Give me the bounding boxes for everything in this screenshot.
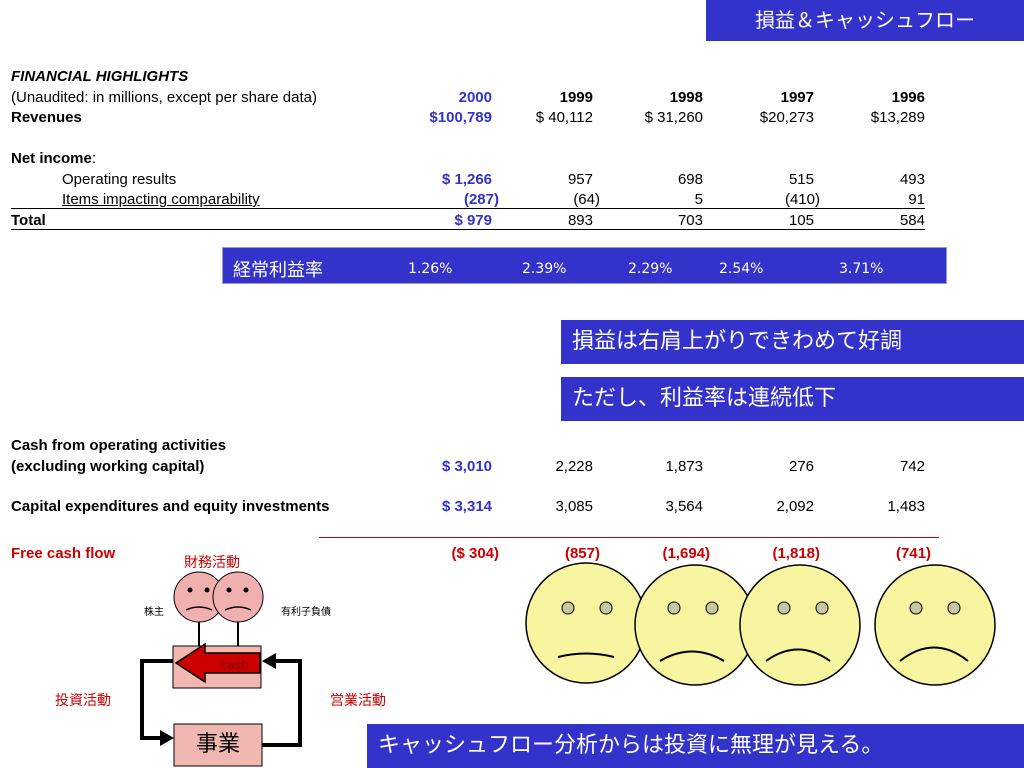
fcf-1996: (741) [895,545,931,562]
business-box [173,723,263,767]
capex-row: Capital expenditures and equity investme… [0,498,1024,516]
highlights-subtitle: (Unaudited: in millions, except per shar… [11,89,317,106]
year-1997: 1997 [780,89,814,106]
items-1997: (410) [784,191,820,208]
fcf-1997: (1,818) [772,545,820,562]
fcf-1998: (1,694) [662,545,710,562]
operating-1998: 698 [677,171,703,188]
callout-margin-down: ただし、利益率は連続低下 [561,377,1024,421]
callout-profit-up-text: 損益は右肩上がりできわめて好調 [572,329,903,354]
net-income-label: Net income: [11,150,96,168]
sad-face-icon [739,564,861,686]
revenues-1997: $20,273 [759,109,814,126]
year-header-row: 2000 1999 1998 1997 1996 [0,89,1024,107]
year-2000: 2000 [458,89,492,106]
ops-2000: $ 3,010 [441,458,492,475]
operating-label: 営業活動 [330,693,386,709]
cash-box-label: cash [221,657,249,672]
ops-label-1: Cash from operating activities [11,437,227,454]
callout-profit-up: 損益は右肩上がりできわめて好調 [561,320,1024,364]
margin-2000: 1.26% [408,261,453,277]
sad-face-icon [874,564,996,686]
total-1997: 105 [788,212,814,229]
fcf-label: Free cash flow [11,545,116,562]
cash-outflow-arrow-icon [174,642,261,684]
operating-label: Operating results [62,171,177,188]
capex-1999: 3,085 [555,498,593,515]
shareholders-label: 株主 [144,607,164,618]
operating-arrow-icon [262,653,276,669]
ops-1999: 2,228 [555,458,593,475]
items-1999: (64) [573,191,600,208]
revenues-2000: $100,789 [429,109,492,126]
total-1996: 584 [899,212,925,229]
investing-arrow-icon [160,730,174,746]
capex-label: Capital expenditures and equity investme… [11,498,330,515]
items-row: Items impacting comparability (287) (64)… [0,191,1024,209]
margin-1996: 3.71% [839,261,884,277]
ops-row: (excluding working capital) $ 3,010 2,22… [0,458,1024,476]
operating-row: Operating results $ 1,266 957 698 515 49… [0,171,1024,189]
year-1998: 1998 [669,89,703,106]
capex-1997: 2,092 [776,498,814,515]
year-1999: 1999 [559,89,593,106]
revenues-1998: $ 31,260 [644,109,703,126]
revenues-label: Revenues [11,109,82,126]
total-2000: $ 979 [454,212,492,229]
total-1998: 703 [677,212,703,229]
margin-1998: 2.29% [628,261,673,277]
margin-box: 経常利益率 1.26% 2.39% 2.29% 2.54% 3.71% [222,247,947,284]
ops-1996: 742 [899,458,925,475]
financing-label: 財務活動 [184,555,240,571]
capex-1998: 3,564 [665,498,703,515]
sad-faces [525,562,996,686]
business-box-label: 事業 [195,732,240,757]
margin-1999: 2.39% [522,261,567,277]
margin-1997: 2.54% [719,261,764,277]
items-2000: (287) [463,191,499,208]
callout-margin-down-text: ただし、利益率は連続低下 [572,386,837,411]
margin-label: 経常利益率 [233,260,323,281]
debt-label: 有利子負債 [281,607,331,618]
operating-1997: 515 [788,171,814,188]
title-badge: 損益＆キャッシュフロー [706,0,1024,41]
operating-2000: $ 1,266 [441,171,492,188]
sad-face-icon [525,562,647,684]
revenues-1999: $ 40,112 [535,109,593,126]
cashflow-diagram [140,571,302,767]
fcf-1999: (857) [564,545,600,562]
operating-1996: 493 [899,171,925,188]
callout-bottom: キャッシュフロー分析からは投資に無理が見える。 [367,724,1024,768]
ops-1997: 276 [788,458,814,475]
investing-label: 投資活動 [55,693,111,709]
net-income-colon: : [91,150,97,167]
total-row: Total $ 979 893 703 105 584 [0,212,1024,230]
total-1999: 893 [567,212,593,229]
items-1998: 5 [694,191,703,208]
total-underline [11,229,925,230]
revenues-row: Revenues $100,789 $ 40,112 $ 31,260 $20,… [0,109,1024,127]
fcf-row: Free cash flow ($ 304) (857) (1,694) (1,… [0,545,1024,563]
ops-label-2: (excluding working capital) [11,458,205,475]
year-1996: 1996 [891,89,925,106]
items-1996: 91 [908,191,925,208]
debtholder-face-icon [212,571,264,623]
capex-2000: $ 3,314 [441,498,492,515]
ops-1998: 1,873 [665,458,703,475]
total-label: Total [11,212,46,229]
title-badge-text: 損益＆キャッシュフロー [755,8,975,32]
items-underline [11,208,925,209]
revenues-1996: $13,289 [870,109,925,126]
fcf-2000: ($ 304) [451,545,499,562]
items-label: Items impacting comparability [62,191,260,208]
sad-face-icon [634,564,756,686]
operating-1999: 957 [567,171,593,188]
net-income-text: Net income [11,150,92,167]
highlights-heading: FINANCIAL HIGHLIGHTS [11,68,189,85]
capex-1996: 1,483 [887,498,925,515]
callout-bottom-text: キャッシュフロー分析からは投資に無理が見える。 [378,733,884,758]
fcf-divider [319,537,939,538]
